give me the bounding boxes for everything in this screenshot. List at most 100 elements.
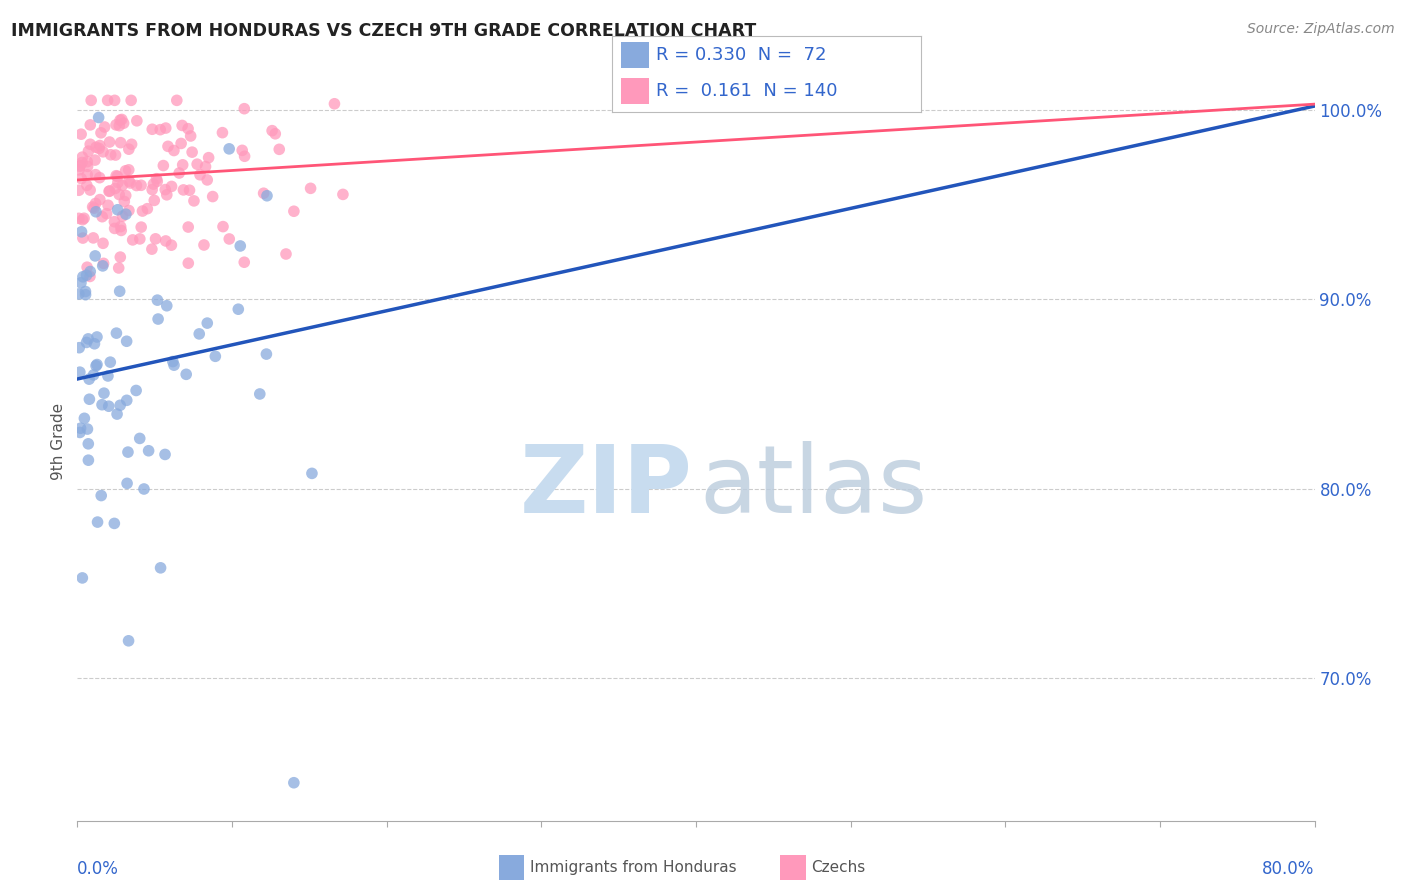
Point xyxy=(108,119,131,133)
Point xyxy=(108,187,131,202)
Point xyxy=(69,425,91,440)
Text: Source: ZipAtlas.com: Source: ZipAtlas.com xyxy=(1247,22,1395,37)
Point xyxy=(108,398,131,412)
Point xyxy=(118,174,141,188)
Point xyxy=(111,209,134,223)
Point xyxy=(115,393,138,408)
Point xyxy=(87,111,110,125)
Point xyxy=(82,200,104,214)
Point xyxy=(105,407,128,421)
Point xyxy=(86,515,108,529)
Point xyxy=(67,341,90,355)
Point xyxy=(233,102,256,116)
Point xyxy=(201,189,224,203)
Point xyxy=(84,359,107,373)
Y-axis label: 9th Grade: 9th Grade xyxy=(51,403,66,480)
Point xyxy=(118,142,141,156)
Point xyxy=(86,330,108,344)
Point xyxy=(72,231,94,245)
Point xyxy=(97,399,120,413)
Point xyxy=(98,185,121,199)
Point xyxy=(145,232,167,246)
Point xyxy=(84,196,107,211)
Bar xyxy=(621,42,648,68)
Point xyxy=(105,326,128,340)
Point xyxy=(96,207,118,221)
Point xyxy=(79,183,101,197)
Point xyxy=(98,135,121,149)
Point xyxy=(77,144,100,158)
Point xyxy=(283,776,305,790)
Point xyxy=(115,476,138,491)
Point xyxy=(252,186,274,201)
Point xyxy=(129,220,152,235)
Point xyxy=(89,170,111,185)
Point xyxy=(69,365,91,379)
Point xyxy=(75,285,97,299)
Point xyxy=(128,232,150,246)
Point xyxy=(117,633,139,648)
Point xyxy=(156,139,179,153)
Point xyxy=(69,421,91,435)
Text: R = 0.330  N =  72: R = 0.330 N = 72 xyxy=(657,45,827,63)
Point xyxy=(103,215,125,229)
Point xyxy=(153,447,176,461)
Point xyxy=(138,443,160,458)
Point xyxy=(121,233,143,247)
Text: 0.0%: 0.0% xyxy=(77,860,120,878)
Point xyxy=(77,453,100,467)
Point xyxy=(204,349,226,363)
Point xyxy=(70,171,93,186)
Point xyxy=(181,145,204,160)
Point xyxy=(100,147,122,161)
Point xyxy=(77,372,100,386)
Point xyxy=(131,204,153,219)
Point xyxy=(177,256,200,270)
Point xyxy=(149,561,172,575)
Point xyxy=(108,113,131,128)
Point xyxy=(163,144,186,158)
Point xyxy=(93,256,115,270)
Point xyxy=(218,142,240,156)
Point xyxy=(264,127,287,141)
Point xyxy=(76,335,98,350)
Point xyxy=(76,168,98,182)
Text: R =  0.161  N = 140: R = 0.161 N = 140 xyxy=(657,82,838,100)
Point xyxy=(125,384,148,398)
Point xyxy=(103,516,125,531)
Bar xyxy=(621,78,648,104)
Point xyxy=(332,187,354,202)
Point xyxy=(89,138,111,153)
Point xyxy=(76,160,98,174)
Point xyxy=(86,358,108,372)
Point xyxy=(111,112,134,127)
Point xyxy=(172,158,194,172)
Point xyxy=(146,174,169,188)
Point xyxy=(218,232,240,246)
Point xyxy=(93,120,115,134)
Point xyxy=(69,159,91,173)
Point xyxy=(80,94,103,108)
Text: Immigrants from Honduras: Immigrants from Honduras xyxy=(530,860,737,874)
Point xyxy=(183,194,205,208)
Point xyxy=(179,183,201,197)
Point xyxy=(152,159,174,173)
Point xyxy=(67,211,90,226)
Point xyxy=(166,94,188,108)
Point xyxy=(69,159,91,173)
Point xyxy=(107,260,129,275)
Text: 80.0%: 80.0% xyxy=(1263,860,1315,878)
Point xyxy=(233,255,256,269)
Point xyxy=(128,431,150,445)
Point xyxy=(117,445,139,459)
Point xyxy=(97,94,120,108)
Point xyxy=(79,264,101,278)
Point xyxy=(73,411,96,425)
Point xyxy=(70,127,93,141)
Point xyxy=(188,326,211,341)
Point xyxy=(70,276,93,290)
Point xyxy=(118,162,141,177)
Point xyxy=(120,94,142,108)
Point xyxy=(163,358,186,372)
Point xyxy=(180,128,202,143)
